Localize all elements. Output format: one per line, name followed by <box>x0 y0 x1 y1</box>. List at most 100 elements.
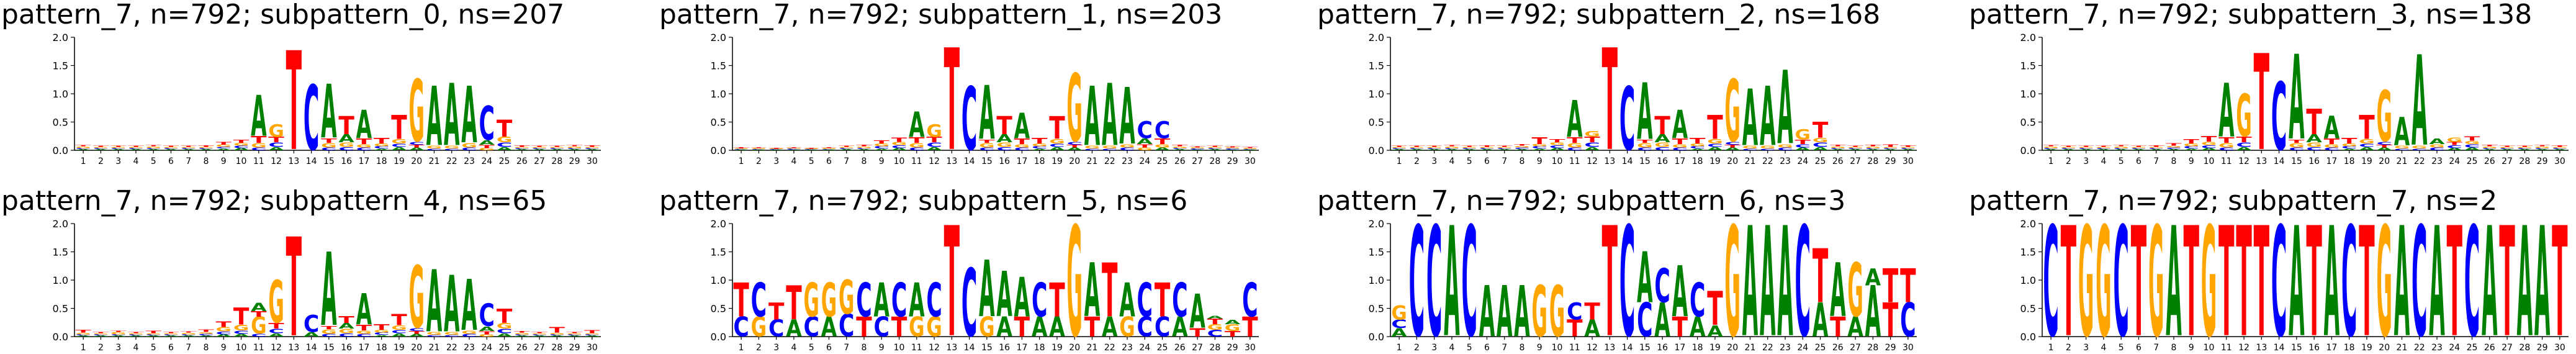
x-tick-label: 5 <box>2119 157 2124 166</box>
x-tick-label: 1 <box>739 157 744 166</box>
logo-letter-glyph: T <box>2341 137 2358 145</box>
logo-letter-c: C <box>408 327 424 332</box>
logo-letter-glyph: C <box>1549 145 1565 149</box>
logo-letter-glyph: A <box>2552 149 2568 151</box>
logo-letter-glyph: A <box>2499 149 2515 151</box>
x-tick-label: 11 <box>1569 157 1580 166</box>
logo-letter-glyph: G <box>821 275 837 328</box>
logo-letter-glyph: A <box>374 148 390 151</box>
logo-letter-a: A <box>1102 312 1118 343</box>
logo-letter-g: G <box>1479 147 1495 148</box>
x-tick-label: 21 <box>2397 343 2408 353</box>
x-tick-label: 1 <box>1397 343 1402 353</box>
x-tick-label: 4 <box>791 157 796 166</box>
logo-letter-c: C <box>549 334 565 336</box>
x-tick-label: 17 <box>2326 157 2337 166</box>
logo-letter-glyph: G <box>1207 147 1223 148</box>
x-tick-label: 29 <box>2537 157 2548 166</box>
logo-letter-t: T <box>2534 145 2551 147</box>
logo-letter-glyph: A <box>1760 219 1775 354</box>
logo-letter-g: G <box>996 141 1012 148</box>
logo-letter-t: T <box>1155 275 1171 328</box>
logo-letter-t: T <box>321 325 337 330</box>
logo-letter-glyph: C <box>839 307 854 343</box>
logo-letter-glyph: C <box>198 148 214 150</box>
logo-letter-t: T <box>93 332 109 334</box>
logo-letter-glyph: T <box>2482 144 2498 147</box>
logo-letter-t: T <box>374 323 390 332</box>
logo-letter-glyph: G <box>1724 219 1740 354</box>
logo-letter-glyph: C <box>1830 148 1845 150</box>
y-tick-label: 0.0 <box>711 331 726 343</box>
logo-letter-glyph: C <box>1637 294 1652 348</box>
logo-letter-a: A <box>497 332 513 338</box>
logo-letter-glyph: A <box>549 149 565 151</box>
logo-letter-glyph: T <box>286 32 302 168</box>
logo-letter-glyph: A <box>2341 148 2358 151</box>
logo-letter-g: G <box>821 148 837 150</box>
logo-letter-g: G <box>1724 62 1740 161</box>
logo-letter-glyph: G <box>2534 146 2550 148</box>
logo-letter-glyph: A <box>2218 68 2234 153</box>
logo-letter-glyph: T <box>531 332 547 334</box>
logo-letter-glyph: T <box>391 311 407 329</box>
logo-letter-glyph: T <box>1724 144 1741 148</box>
logo-letter-glyph: C <box>1847 148 1863 150</box>
logo-letter-glyph: C <box>110 148 126 150</box>
logo-letter-t: T <box>1479 145 1495 147</box>
logo-letter-glyph: C <box>1654 146 1670 152</box>
logo-letter-glyph: T <box>321 137 336 145</box>
logo-letter-a: A <box>1742 219 1758 354</box>
logo-letter-c: C <box>996 146 1012 152</box>
logo-letter-glyph: A <box>233 147 250 151</box>
logo-letter-glyph: A <box>181 149 197 151</box>
logo-letter-c: C <box>1409 219 1425 354</box>
logo-letter-glyph: A <box>1830 247 1845 333</box>
logo-letter-g: G <box>233 324 249 332</box>
logo-letter-t: T <box>2482 144 2498 147</box>
logo-letter-g: G <box>733 148 749 149</box>
logo-letter-t: T <box>1584 299 1600 325</box>
logo-letter-glyph: C <box>2236 141 2251 148</box>
logo-letter-glyph: C <box>2113 148 2128 150</box>
y-tick-label: 1.5 <box>711 60 726 72</box>
logo-letter-glyph: T <box>1014 137 1030 146</box>
logo-letter-a: A <box>1084 247 1100 333</box>
logo-letter-a: A <box>216 148 232 151</box>
logo-letter-t: T <box>514 145 530 147</box>
logo-letter-glyph: A <box>2517 149 2533 151</box>
logo-letter-glyph: T <box>996 111 1012 140</box>
logo-letter-c: C <box>304 67 319 168</box>
logo-letter-glyph: G <box>1444 146 1459 148</box>
logo-letter-glyph: C <box>1444 148 1459 150</box>
logo-letter-c: C <box>2464 219 2480 354</box>
logo-letter-glyph: G <box>1724 62 1740 161</box>
logo-letter-a: A <box>426 70 442 164</box>
logo-letter-a: A <box>2429 219 2444 354</box>
logo-letter-glyph: T <box>1900 260 1916 314</box>
logo-letter-glyph: A <box>1084 70 1100 164</box>
x-tick-label: 2 <box>2066 343 2071 353</box>
logo-letter-a: A <box>926 146 942 152</box>
logo-letter-glyph: T <box>2359 109 2375 147</box>
x-tick-label: 23 <box>1122 343 1133 353</box>
logo-letter-t: T <box>2236 219 2251 354</box>
x-tick-label: 10 <box>236 157 247 166</box>
logo-letter-glyph: G <box>128 147 143 148</box>
logo-letter-a: A <box>2166 149 2182 151</box>
logo-letter-glyph: T <box>567 332 583 334</box>
logo-letter-g: G <box>1567 142 1582 149</box>
logo-letter-g: G <box>2464 140 2480 145</box>
logo-letter-glyph: G <box>426 332 442 336</box>
logo-letter-glyph: T <box>2043 145 2059 147</box>
logo-letter-c: C <box>1760 148 1775 151</box>
logo-letter-glyph: A <box>251 84 266 149</box>
x-tick-label: 1 <box>2048 343 2054 353</box>
x-tick-label: 14 <box>306 343 317 353</box>
logo-plot: 0.00.51.01.52.01C 2T 3G 4G 5C 6T 7G 8A 9T 10G 11T 1… <box>2020 219 2569 354</box>
logo-letter-c: C <box>163 334 179 336</box>
logo-letter-glyph: A <box>1672 102 1688 147</box>
x-tick-label: 14 <box>1622 343 1633 353</box>
x-tick-label: 7 <box>844 157 849 166</box>
logo-letter-g: G <box>2341 143 2357 147</box>
